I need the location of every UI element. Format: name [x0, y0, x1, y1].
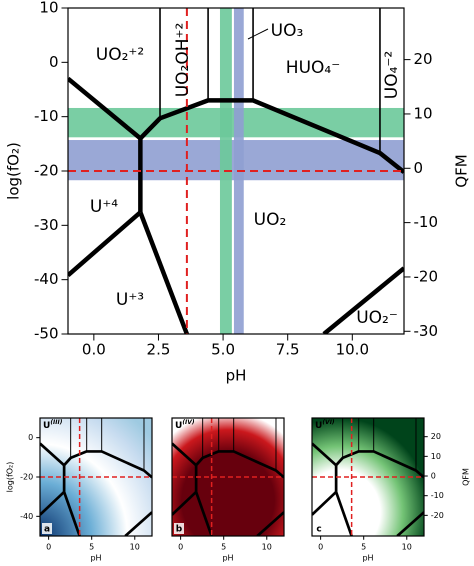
panel-letter-box: [174, 523, 184, 534]
plot: [172, 418, 284, 536]
phase-boundary: [138, 211, 189, 334]
x-axis-label: pH: [222, 554, 233, 563]
y2-tick-label: -30: [414, 322, 439, 340]
y2-tick-label: 0: [431, 472, 436, 481]
x-tick-label: 0: [46, 543, 51, 552]
phase-boundary: [256, 511, 284, 536]
phase-boundary: [195, 450, 284, 479]
leader-line: [247, 28, 269, 40]
phase-boundary: [68, 76, 142, 141]
species-base: U: [315, 421, 322, 431]
y2-tick-label: 10: [431, 452, 441, 461]
region-label: UO₄⁻²: [382, 51, 402, 99]
plot: [68, 8, 404, 334]
x-tick-label: 10: [402, 543, 412, 552]
y2-tick-label: -20: [414, 267, 439, 285]
y2-tick-label: -20: [431, 511, 444, 520]
region-label: UO₂⁺²: [96, 45, 144, 65]
y2-tick-label: 0: [414, 159, 424, 177]
panel-letter-box: [314, 523, 324, 534]
y-tick-label: -40: [34, 270, 59, 288]
phase-boundary: [124, 511, 152, 536]
x-axis-label: pH: [362, 554, 373, 563]
y-tick-label: -50: [34, 325, 59, 343]
phase-boundary: [322, 266, 404, 334]
panel-letter: c: [316, 525, 321, 535]
x-tick-label: 5: [361, 543, 366, 552]
y-axis-label: log(fO₂): [6, 462, 15, 493]
y2-tick-label: 20: [431, 432, 441, 441]
phase-boundary: [312, 442, 338, 467]
panel-letter-box: [42, 523, 52, 534]
phase-boundary: [62, 491, 81, 536]
x-tick-label: 5: [221, 543, 226, 552]
phase-boundary: [138, 98, 404, 174]
phase-boundary: [63, 450, 152, 479]
y-tick-label: 10: [39, 0, 58, 17]
x-tick-label: 10.0: [336, 341, 369, 359]
x-tick-label: 5: [89, 543, 94, 552]
region-label: UO₂⁻: [356, 308, 398, 328]
panel-species: U(III): [43, 419, 63, 431]
phase-boundary: [172, 490, 198, 516]
species-base: U: [175, 421, 182, 431]
phase-boundary: [335, 450, 424, 479]
phase-boundary: [396, 511, 424, 536]
x-tick-label: 0.0: [82, 341, 106, 359]
phase-boundary: [334, 491, 353, 536]
region-label: HUO₄⁻: [286, 58, 340, 78]
y-tick-label: 0: [49, 53, 59, 71]
region-label: U⁺³: [116, 290, 144, 310]
y-tick-label: -20: [20, 473, 33, 482]
plot: [312, 418, 424, 536]
plot-frame: [171, 417, 285, 537]
region-label: UO₃: [271, 21, 304, 41]
x-axis-label: pH: [90, 554, 101, 563]
phase-boundary: [40, 490, 66, 516]
x-axis-label: pH: [226, 367, 247, 385]
species-state: (VI): [322, 419, 335, 426]
phase-boundary: [172, 442, 198, 467]
x-tick-label: 2.5: [147, 341, 171, 359]
panel-letter: b: [176, 525, 183, 535]
y-tick-label: 0: [28, 433, 33, 442]
x-tick-label: 10: [130, 543, 140, 552]
y-axis-label: log(fO₂): [5, 142, 23, 200]
x-tick-label: 10: [262, 543, 272, 552]
species-base: U: [43, 421, 50, 431]
y2-axis-label: QFM: [453, 154, 471, 187]
y2-tick-label: -10: [414, 213, 439, 231]
y-tick-label: -20: [34, 162, 59, 180]
x-tick-label: 0: [178, 543, 183, 552]
y2-tick-label: 20: [414, 50, 433, 68]
plot: [40, 418, 152, 536]
phase-boundary: [194, 491, 213, 536]
region-label: UO₂: [254, 210, 287, 230]
plot-frame: [311, 417, 425, 537]
y-tick-label: -40: [20, 512, 33, 521]
y2-tick-label: -10: [431, 491, 444, 500]
phase-boundary: [312, 490, 338, 516]
panel-species: U(IV): [175, 419, 195, 431]
region-label: U⁺⁴: [90, 197, 118, 217]
panel-letter: a: [44, 525, 50, 535]
y-tick-label: -30: [34, 216, 59, 234]
species-state: (IV): [182, 419, 195, 426]
region-label: UO₂OH⁺²: [173, 23, 193, 98]
y-tick-label: -10: [34, 107, 59, 125]
phase-boundary: [40, 442, 66, 467]
panel-species: U(VI): [315, 419, 335, 431]
species-state: (III): [50, 419, 62, 426]
y2-tick-label: 10: [414, 104, 433, 122]
x-tick-label: 5.0: [211, 341, 235, 359]
x-tick-label: 0: [318, 543, 323, 552]
y2-axis-label: QFM: [462, 468, 471, 486]
phase-boundary: [68, 210, 142, 278]
x-tick-label: 7.5: [276, 341, 300, 359]
